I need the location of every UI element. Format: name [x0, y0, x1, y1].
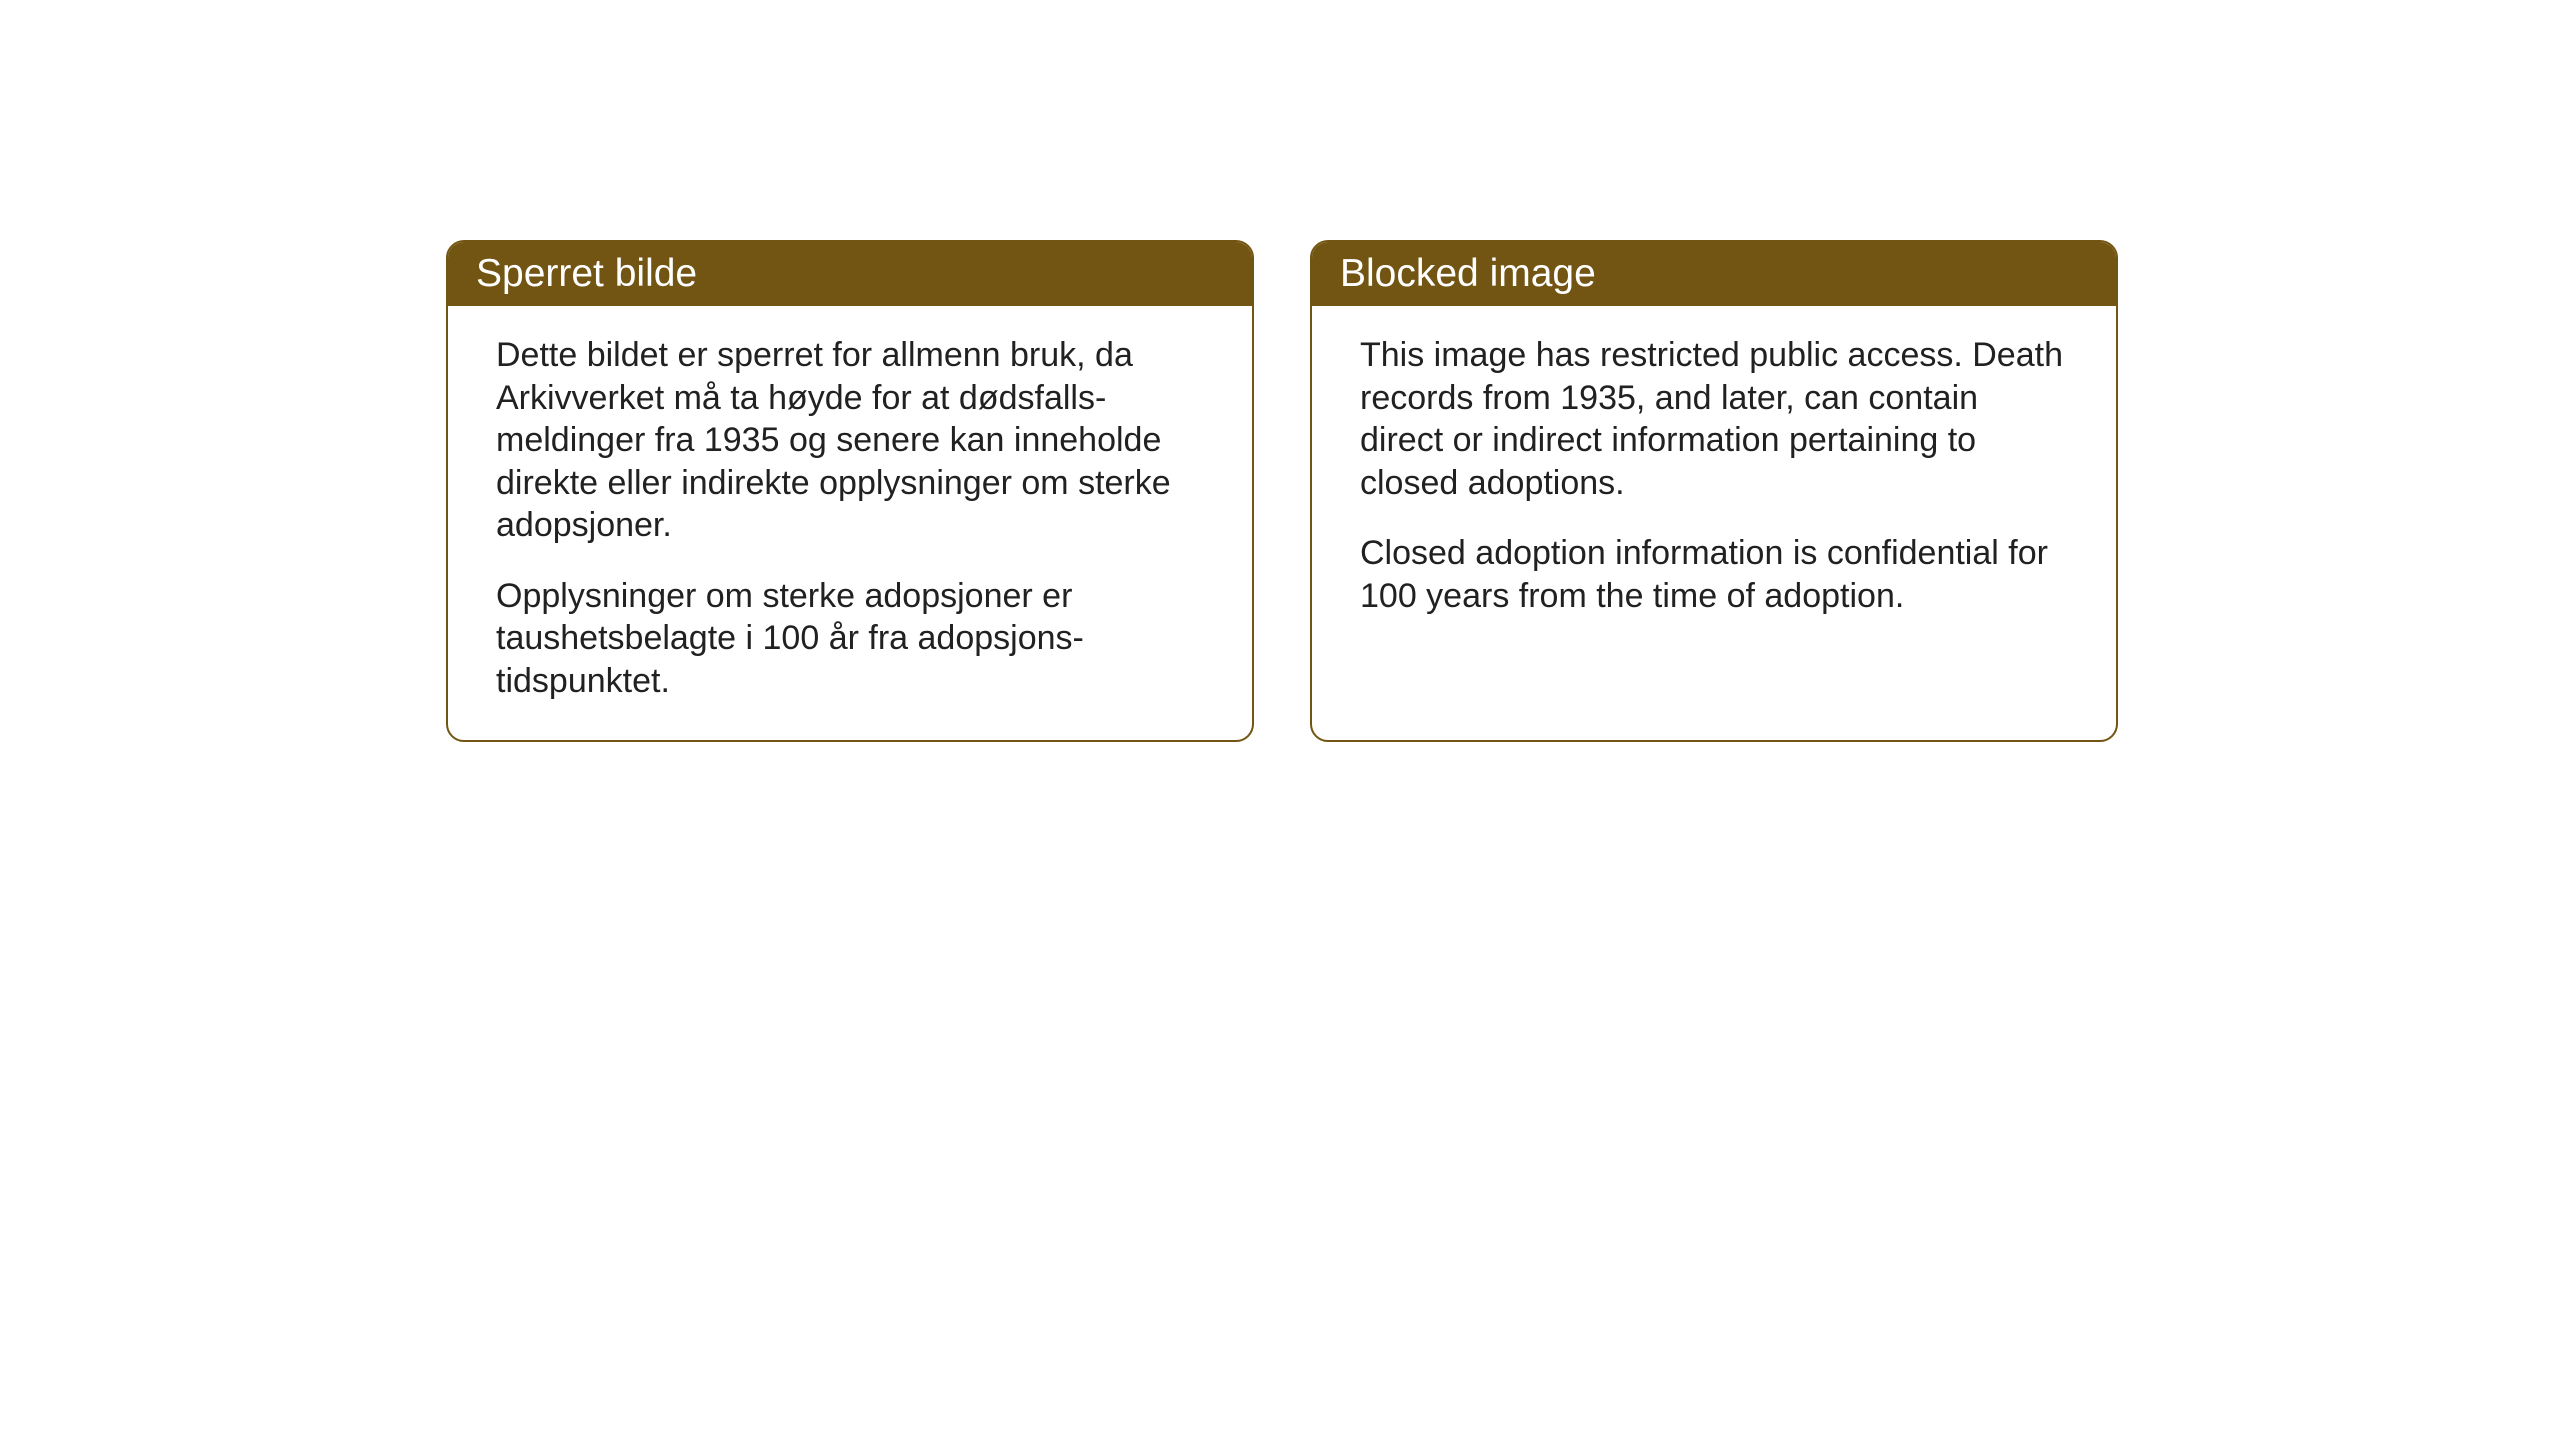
- card-header-norwegian: Sperret bilde: [448, 242, 1252, 306]
- card-paragraph: Opplysninger om sterke adopsjoner er tau…: [496, 575, 1204, 703]
- card-paragraph: This image has restricted public access.…: [1360, 334, 2068, 504]
- cards-container: Sperret bilde Dette bildet er sperret fo…: [446, 240, 2118, 742]
- card-paragraph: Closed adoption information is confident…: [1360, 532, 2068, 617]
- card-header-english: Blocked image: [1312, 242, 2116, 306]
- card-paragraph: Dette bildet er sperret for allmenn bruk…: [496, 334, 1204, 547]
- card-body-english: This image has restricted public access.…: [1312, 306, 2116, 655]
- card-norwegian: Sperret bilde Dette bildet er sperret fo…: [446, 240, 1254, 742]
- card-english: Blocked image This image has restricted …: [1310, 240, 2118, 742]
- card-body-norwegian: Dette bildet er sperret for allmenn bruk…: [448, 306, 1252, 740]
